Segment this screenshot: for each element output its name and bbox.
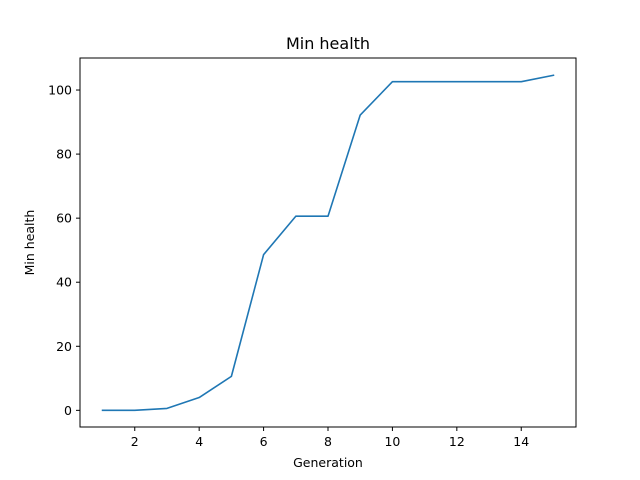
y-axis-label: Min health: [22, 210, 37, 276]
y-tick-label: 20: [56, 339, 72, 354]
y-tick-label: 100: [48, 83, 72, 98]
x-tick-label: 14: [513, 434, 529, 449]
y-tick-label: 60: [56, 211, 72, 226]
y-tick-label: 40: [56, 275, 72, 290]
x-tick-label: 6: [260, 434, 268, 449]
x-tick-label: 12: [449, 434, 465, 449]
x-tick-label: 4: [195, 434, 203, 449]
axes-frame: [79, 57, 577, 428]
x-axis-label: Generation: [293, 455, 363, 470]
ticks-group: 2 4 6 8 10 12 14 0 20 40 60 80 100: [48, 83, 529, 449]
plot-area: [101, 74, 555, 412]
y-tick-label: 0: [64, 403, 72, 418]
x-tick-label: 10: [384, 434, 400, 449]
chart-title: Min health: [286, 34, 370, 53]
x-tick-label: 8: [324, 434, 332, 449]
series-line: [101, 74, 555, 412]
y-tick-label: 80: [56, 147, 72, 162]
x-tick-label: 2: [131, 434, 139, 449]
